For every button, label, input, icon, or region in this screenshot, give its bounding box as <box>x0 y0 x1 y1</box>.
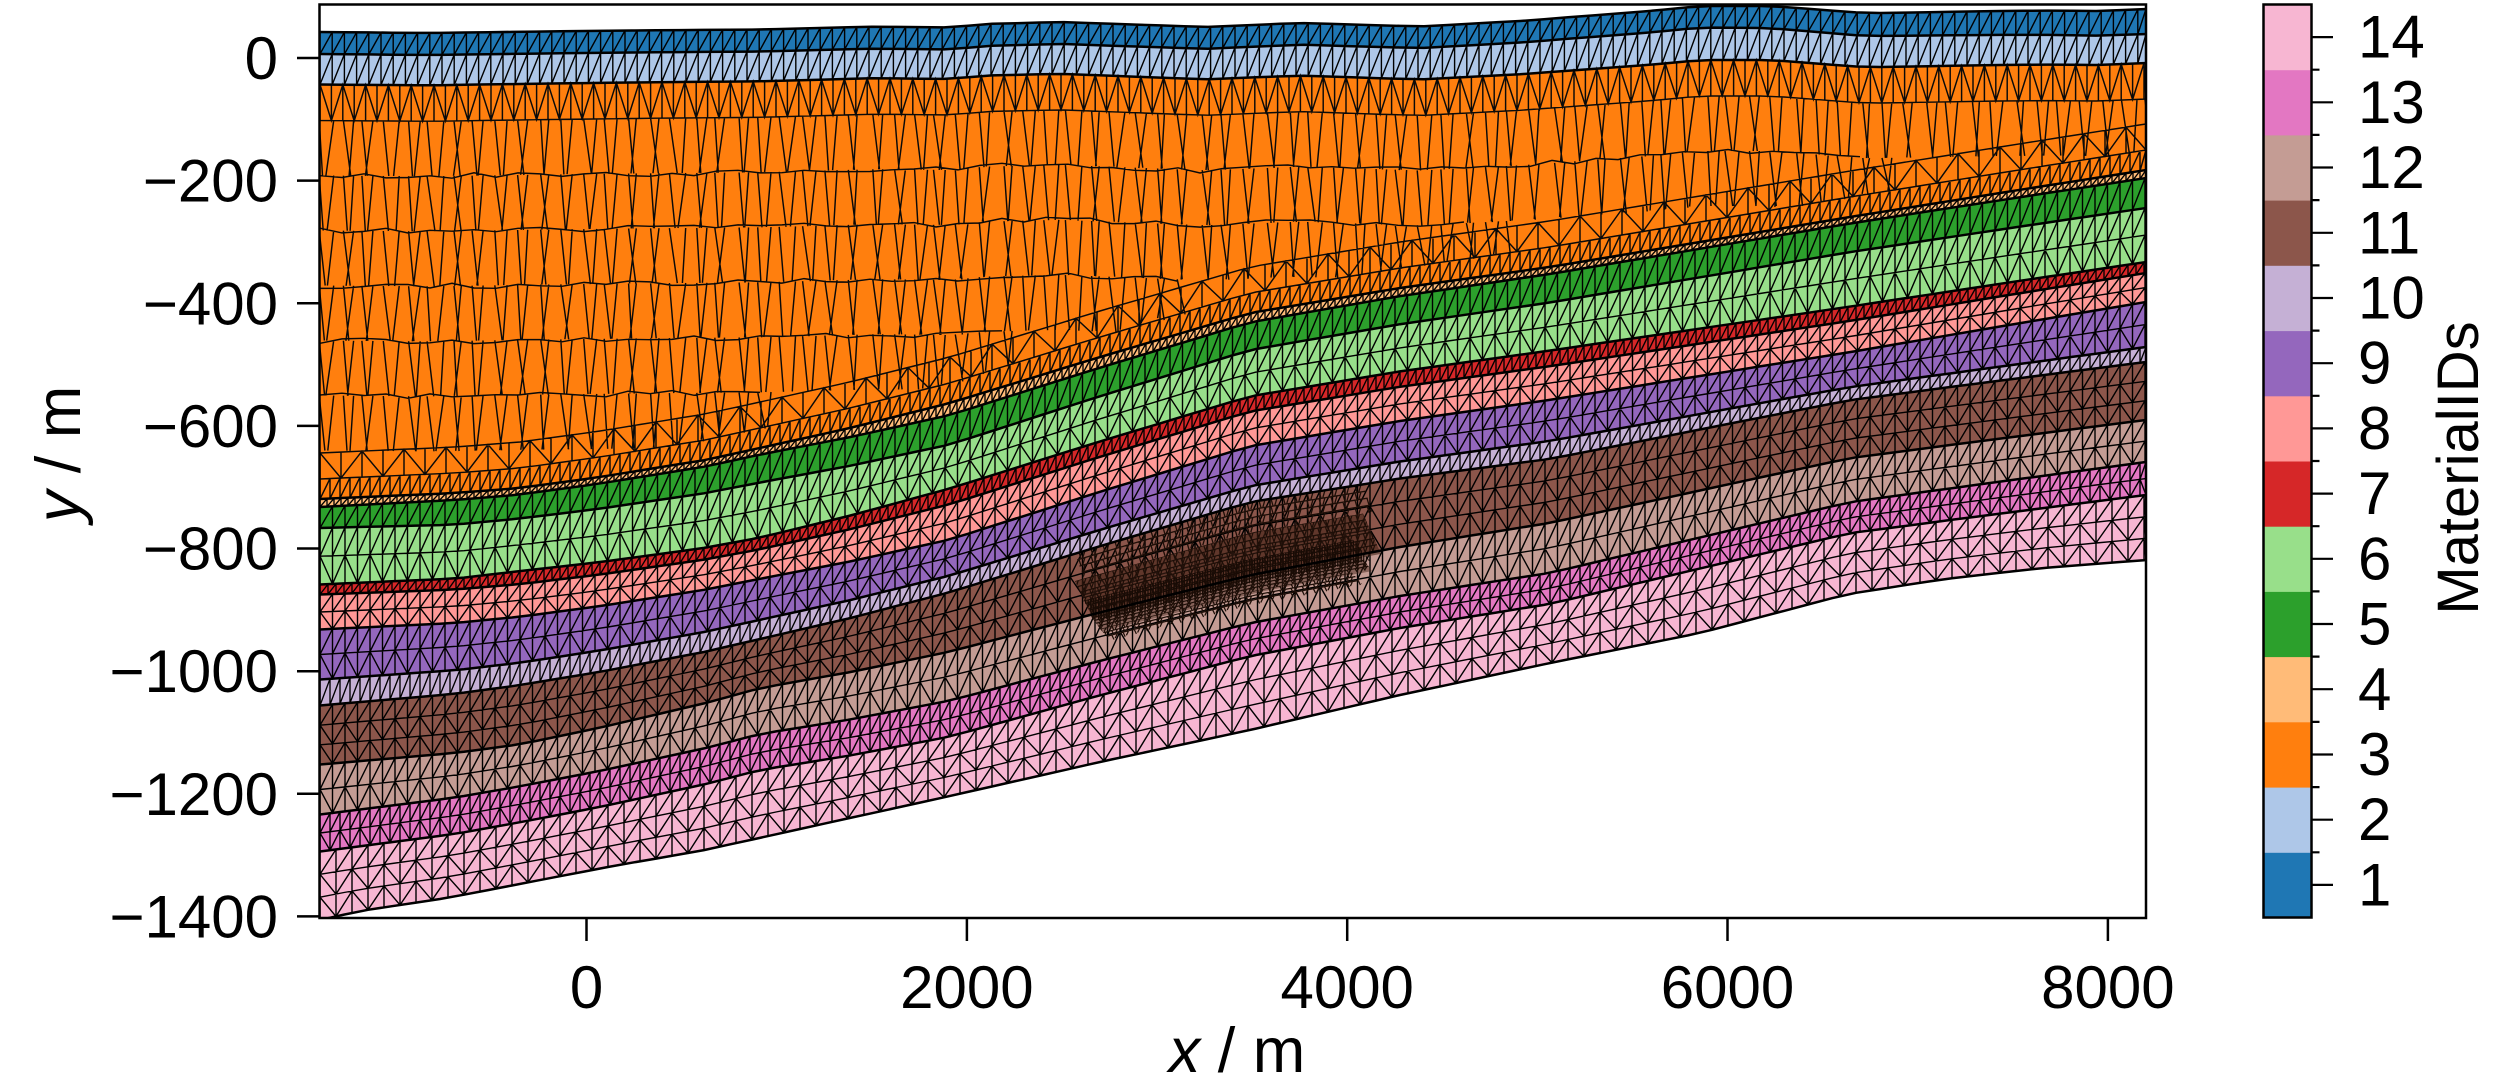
svg-text:−600: −600 <box>143 393 278 460</box>
svg-text:14: 14 <box>2358 4 2425 71</box>
svg-text:0: 0 <box>570 954 603 1021</box>
svg-text:0: 0 <box>245 25 278 92</box>
svg-text:−200: −200 <box>143 148 278 215</box>
svg-text:6000: 6000 <box>1661 954 1794 1021</box>
svg-text:1: 1 <box>2358 851 2391 918</box>
svg-text:x / m: x / m <box>1166 1016 1306 1080</box>
svg-text:4: 4 <box>2358 656 2391 723</box>
svg-text:13: 13 <box>2358 69 2425 136</box>
svg-text:2000: 2000 <box>900 954 1033 1021</box>
svg-text:MaterialIDs: MaterialIDs <box>2426 321 2491 614</box>
svg-text:−1400: −1400 <box>109 883 278 950</box>
svg-text:y / m: y / m <box>24 386 94 527</box>
svg-text:4000: 4000 <box>1280 954 1413 1021</box>
svg-text:2: 2 <box>2358 786 2391 853</box>
svg-text:−400: −400 <box>143 270 278 337</box>
svg-text:8: 8 <box>2358 395 2391 462</box>
svg-text:8000: 8000 <box>2041 954 2174 1021</box>
svg-text:−1200: −1200 <box>109 761 278 828</box>
svg-text:11: 11 <box>2358 199 2420 266</box>
svg-text:5: 5 <box>2358 591 2391 658</box>
svg-text:10: 10 <box>2358 265 2425 332</box>
svg-text:12: 12 <box>2358 134 2425 201</box>
svg-text:3: 3 <box>2358 721 2391 788</box>
svg-text:−800: −800 <box>143 516 278 583</box>
svg-text:6: 6 <box>2358 525 2391 592</box>
svg-text:−1000: −1000 <box>109 638 278 705</box>
svg-text:9: 9 <box>2358 330 2391 397</box>
svg-text:7: 7 <box>2358 460 2391 527</box>
